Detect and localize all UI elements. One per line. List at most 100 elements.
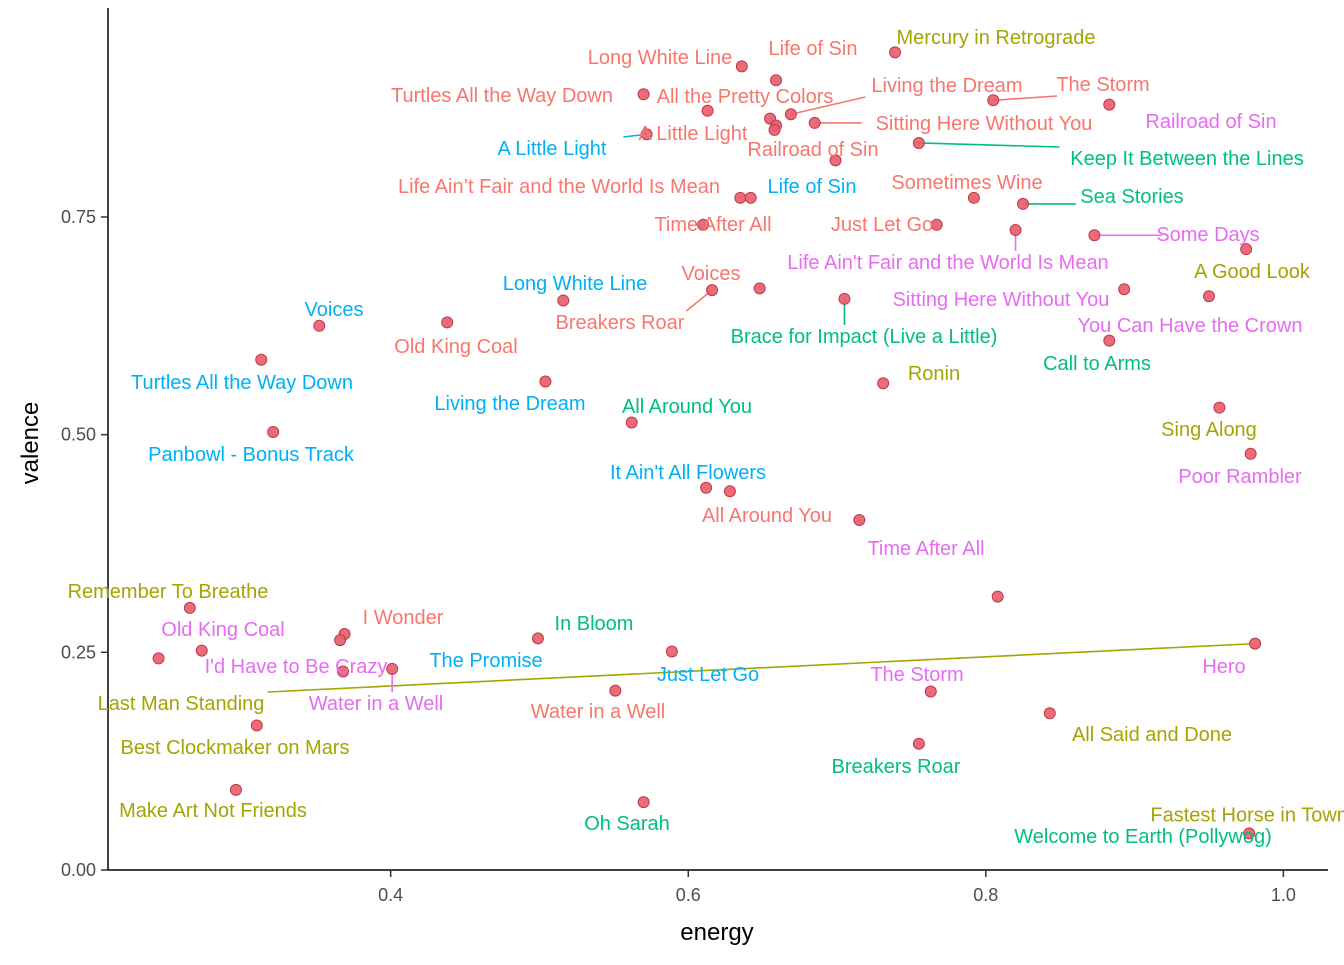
label-leader-line: [993, 95, 1058, 102]
point-label: Voices: [305, 299, 364, 321]
point-label: The Storm: [1056, 74, 1149, 96]
data-points: [152, 46, 1262, 840]
point-label: Living the Dream: [871, 75, 1022, 97]
data-point: [183, 601, 196, 614]
axes: 0.4 0.6 0.8 1.0 0.00 0.25 0.50 0.75: [61, 8, 1328, 905]
point-label: I'd Have to Be Crazy: [205, 656, 388, 678]
point-label: Remember To Breathe: [68, 581, 269, 603]
point-label: Some Days: [1156, 224, 1259, 246]
point-label: Time After All: [654, 214, 771, 236]
point-label: Last Man Standing: [98, 693, 265, 715]
data-point: [930, 218, 943, 231]
data-point: [1249, 637, 1262, 650]
y-tick-label: 0.50: [61, 425, 96, 445]
data-point: [637, 88, 650, 101]
point-label: Make Art Not Friends: [119, 800, 307, 822]
point-label: Water in a Well: [309, 693, 443, 715]
data-point: [924, 685, 937, 698]
point-label: Breakers Roar: [556, 312, 685, 334]
point-label: Long White Line: [503, 273, 648, 295]
data-point: [313, 319, 326, 332]
point-label: A Good Look: [1194, 261, 1311, 283]
point-label: You Can Have the Crown: [1078, 315, 1303, 337]
point-label: Fastest Horse in Town: [1150, 804, 1344, 826]
point-label: Sing Along: [1161, 419, 1257, 441]
point-label: Life of Sin: [768, 176, 857, 198]
point-label: Breakers Roar: [832, 756, 961, 778]
data-point: [829, 154, 842, 167]
data-point: [808, 116, 821, 129]
data-point: [1244, 447, 1257, 460]
point-label: Life Ain’t Fair and the World Is Mean: [398, 176, 720, 198]
data-point: [784, 108, 797, 121]
data-point: [337, 665, 350, 678]
data-point: [889, 46, 902, 59]
data-point: [877, 377, 890, 390]
point-label: Old King Coal: [161, 619, 284, 641]
data-point: [853, 513, 866, 526]
point-label: Call to Arms: [1043, 353, 1151, 375]
label-leader-line: [267, 642, 1256, 693]
data-point: [734, 191, 747, 204]
point-label: Living the Dream: [434, 393, 585, 415]
point-label: Brace for Impact (Live a Little): [731, 326, 998, 348]
data-point: [1213, 401, 1226, 414]
y-tick-label: 0.75: [61, 207, 96, 227]
data-point: [1009, 224, 1022, 237]
point-label: Ronin: [908, 363, 960, 385]
y-axis-title: valence: [17, 402, 44, 485]
point-label: Just Let Go: [831, 214, 933, 236]
point-label: All Around You: [622, 396, 752, 418]
point-label: Keep It Between the Lines: [1070, 148, 1304, 170]
data-point: [609, 684, 622, 697]
point-label: It Ain't All Flowers: [610, 462, 766, 484]
data-point: [1103, 334, 1116, 347]
point-label: In Bloom: [555, 613, 634, 635]
data-point: [1017, 197, 1029, 210]
point-label: Sea Stories: [1080, 186, 1183, 208]
data-point: [838, 292, 851, 305]
point-label: Welcome to Earth (Pollywog): [1014, 826, 1272, 848]
label-leader-line: [918, 142, 1060, 148]
data-point: [912, 136, 925, 149]
data-point: [723, 485, 736, 498]
data-point: [735, 60, 748, 73]
data-point: [1118, 283, 1131, 296]
point-label: Old King Coal: [394, 336, 517, 358]
data-point: [640, 128, 653, 141]
data-point: [1103, 98, 1116, 111]
data-point: [557, 294, 570, 307]
point-label: All Around You: [702, 505, 832, 527]
data-labels: Long White Line Life of Sin Mercury in Ret…: [68, 27, 1344, 848]
label-leader-line: [790, 96, 866, 116]
x-tick-label: 1.0: [1271, 885, 1296, 905]
data-point: [770, 74, 783, 87]
point-label: A Little Light: [498, 138, 607, 160]
data-point: [991, 590, 1004, 603]
data-point: [1202, 290, 1215, 303]
data-point: [152, 652, 165, 665]
data-point: [987, 94, 1000, 107]
data-point: [1043, 707, 1056, 720]
point-label: The Promise: [429, 650, 542, 672]
point-label: Life of Sin: [769, 38, 858, 60]
point-label: Hero: [1202, 656, 1245, 678]
data-point: [334, 634, 347, 647]
point-label: Poor Rambler: [1178, 466, 1302, 488]
x-axis-title: energy: [680, 919, 753, 946]
data-point: [768, 123, 781, 136]
x-tick-label: 0.4: [378, 885, 403, 905]
data-point: [255, 353, 268, 366]
point-label: All the Pretty Colors: [657, 86, 834, 108]
point-label: I Wonder: [363, 607, 444, 629]
point-label: Mercury in Retrograde: [897, 27, 1096, 49]
data-point: [706, 284, 719, 297]
point-label: The Storm: [870, 664, 963, 686]
data-point: [744, 191, 757, 204]
y-tick-label: 0.00: [61, 860, 96, 880]
data-point: [701, 104, 714, 117]
point-label: Sitting Here Without You: [876, 113, 1093, 135]
point-label: Turtles All the Way Down: [391, 85, 613, 107]
data-point: [386, 662, 399, 675]
